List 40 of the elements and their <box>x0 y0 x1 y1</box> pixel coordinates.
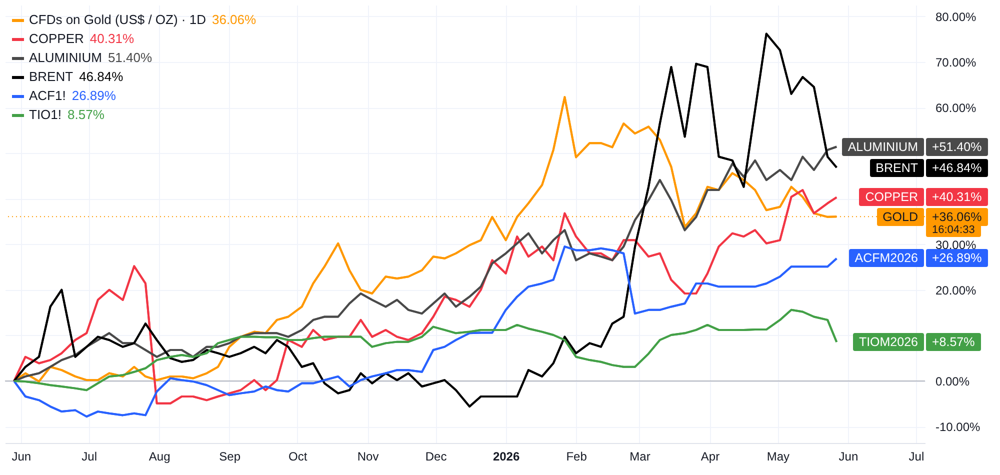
x-tick-label: Jun <box>12 450 32 464</box>
x-tick-label: Dec <box>425 450 447 464</box>
annotation: 36.06% <box>212 12 256 27</box>
legend-label: TIO1! <box>29 107 62 122</box>
x-tick-label: Oct <box>288 450 308 464</box>
annotation: 26.89% <box>72 88 116 103</box>
x-tick-label: Jun <box>838 450 858 464</box>
x-tick-label: Feb <box>566 450 588 464</box>
legend-label: COPPER <box>29 31 84 46</box>
annotation: 46.84% <box>79 69 124 84</box>
annotation: 40.31% <box>90 31 134 46</box>
legend-label: BRENT <box>29 69 74 84</box>
y-tick-label: 0.00% <box>936 374 970 389</box>
x-tick-label: May <box>766 450 790 464</box>
annotation: GOLD +36.06% <box>882 208 983 225</box>
text: 16:04:33 <box>926 224 981 237</box>
annotation: 51.40% <box>108 50 152 65</box>
y-tick-label: 60.00% <box>936 101 977 116</box>
annotation: BRENT +46.84% <box>874 160 983 177</box>
annotation: 8.57% <box>68 107 104 122</box>
annotation: ALUMINIUM +51.40% <box>846 138 983 156</box>
annotation: COPPER +40.31% <box>864 189 983 206</box>
annotation: ACFM2026 +26.89% <box>854 250 983 268</box>
legend-label: ALUMINIUM <box>29 50 102 65</box>
annotation: TIOM2026 +8.57% <box>858 334 976 351</box>
x-tick-label: Jul <box>908 450 924 464</box>
x-tick-label: Nov <box>357 450 379 464</box>
y-tick-label: 20.00% <box>936 283 977 298</box>
y-tick-label: 80.00% <box>936 10 977 24</box>
x-tick-label: Sep <box>219 450 241 464</box>
x-tick-label: Apr <box>700 450 720 464</box>
legend-label: ACF1! <box>29 88 66 103</box>
x-tick-label: Aug <box>148 450 170 464</box>
y-tick-label: 70.00% <box>936 55 977 70</box>
y-tick-label: -10.00% <box>936 420 981 434</box>
x-tick-label: 2026 <box>492 450 520 464</box>
y-tick-label: 30.00% <box>936 238 977 252</box>
x-tick-label: Mar <box>630 450 650 464</box>
x-tick-label: Jul <box>82 450 98 464</box>
legend-label: CFDs on Gold (US$ / OZ) · 1D <box>29 12 206 27</box>
